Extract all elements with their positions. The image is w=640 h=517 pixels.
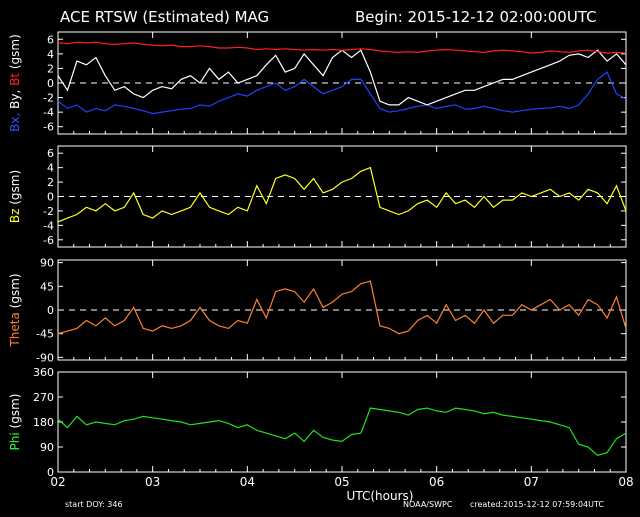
chart-title: ACE RTSW (Estimated) MAG: [60, 8, 269, 26]
series-line-bx: [57, 71, 627, 115]
series-line-phi: [57, 407, 627, 456]
y-tick-label: 360: [33, 366, 54, 379]
y-tick-label: 6: [47, 147, 54, 160]
x-tick-label: 05: [334, 475, 349, 489]
begin-label: Begin: 2015-12-12 02:00:00UTC: [355, 8, 597, 26]
y-tick-label: 0: [47, 304, 54, 317]
y-tick-label: 90: [40, 257, 54, 270]
y-tick-label: -6: [43, 234, 54, 247]
panel-frame: [57, 145, 627, 248]
y-tick-label: 4: [47, 48, 54, 61]
x-tick-label: 06: [429, 475, 444, 489]
series-line-bz: [57, 166, 627, 223]
y-tick-label: 2: [47, 176, 54, 189]
y-tick-label: -6: [43, 121, 54, 134]
y-tick-label: 0: [47, 77, 54, 90]
series-line-by: [57, 49, 627, 106]
y-tick-label: -90: [36, 351, 54, 364]
panel-mag: -6 -4-2 0 24 6 Bx, By, Bt (gsm): [8, 31, 627, 135]
y-axis-label-part: By,: [8, 90, 22, 113]
panel-theta: -90 -45 0 45 90 Theta (gsm): [8, 257, 627, 364]
y-tick-label: 2: [47, 62, 54, 75]
created-label: created:2015-12-12 07:59:04UTC: [470, 500, 604, 509]
panel-frame: [57, 259, 627, 361]
y-axis-label: Bx, By, Bt (gsm): [8, 34, 22, 132]
y-tick-label: -2: [43, 205, 54, 218]
x-axis-label: UTC(hours): [347, 489, 414, 503]
y-tick-label: 90: [40, 441, 54, 454]
y-tick-label: 4: [47, 162, 54, 175]
source-label: NOAA/SWPC: [403, 500, 453, 509]
y-tick-label: 0: [47, 191, 54, 204]
y-tick-label: -4: [43, 219, 54, 232]
series-line-theta: [57, 280, 627, 335]
y-tick-label: 180: [33, 416, 54, 429]
x-tick-label: 02: [50, 475, 65, 489]
y-tick-label: 6: [47, 33, 54, 46]
x-tick-label: 04: [240, 475, 255, 489]
y-axis-label-part: Bz: [8, 209, 22, 224]
y-axis-label-part: Theta: [8, 312, 22, 347]
series-line-bt: [57, 41, 627, 54]
y-axis-label-part: (gsm): [8, 34, 22, 73]
x-tick-label: 07: [524, 475, 539, 489]
y-axis-label-part: Phi: [8, 432, 22, 450]
y-axis-label: Theta (gsm): [8, 273, 22, 347]
y-axis-label-part: Bt: [8, 73, 22, 90]
panel-bz: -6 -4-20 24 6 Bz (gsm): [8, 145, 627, 248]
y-axis-label: Bz (gsm): [8, 170, 22, 223]
y-tick-label: -4: [43, 106, 54, 119]
y-tick-label: -2: [43, 92, 54, 105]
y-tick-label: 0: [47, 466, 54, 479]
y-tick-label: 270: [33, 391, 54, 404]
panel-frame: [57, 31, 627, 135]
panel-frame: [57, 371, 627, 473]
y-tick-label: -45: [36, 328, 54, 341]
x-tick-labels: 02 03 04 05 06 07 08: [50, 475, 633, 489]
panel-phi: 0 90 180 270 360 Phi (gsm): [8, 366, 627, 479]
start-doy: start DOY: 346: [65, 500, 123, 509]
y-axis-label-part: (gsm): [8, 170, 22, 209]
x-tick-label: 03: [145, 475, 160, 489]
x-tick-label: 08: [618, 475, 633, 489]
y-axis-label-part: Bx,: [8, 113, 22, 132]
y-tick-label: 45: [40, 280, 54, 293]
y-axis-label-part: (gsm): [8, 394, 22, 433]
y-axis-label: Phi (gsm): [8, 394, 22, 451]
y-axis-label-part: (gsm): [8, 273, 22, 312]
